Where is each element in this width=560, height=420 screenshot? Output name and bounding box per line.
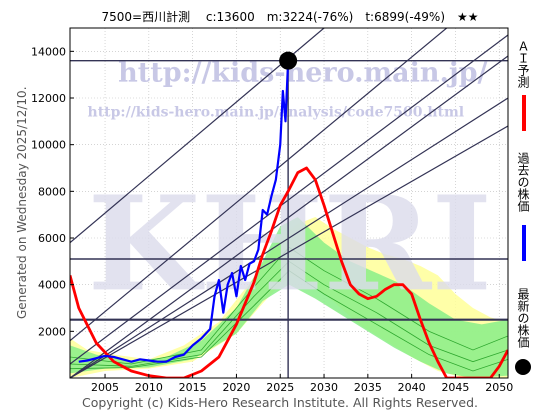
trend-line: [70, 34, 508, 365]
y-tick-label: 8000: [38, 185, 66, 198]
x-tick-label: 2005: [91, 381, 119, 394]
watermark-url-main: http://kids-hero.main.jp/: [118, 58, 487, 89]
y-tick-label: 12000: [31, 92, 66, 105]
legend-past-label: 過去の株価: [516, 152, 530, 212]
y-tick-label: 2000: [38, 325, 66, 338]
axes: 2000 4000 6000 8000 10000 12000 14000 2005 2010 2…: [31, 45, 513, 394]
legend-latest-label: 最新の株価: [516, 288, 530, 348]
forecast-band-green: [70, 217, 508, 378]
y-tick-label: 6000: [38, 232, 66, 245]
chart-title: 7500=西川計測 c:13600 m:3224(-76%) t:6899(-4…: [101, 10, 479, 24]
generated-date: Generated on Wednesday 2025/12/10.: [15, 86, 29, 319]
y-tick-label: 4000: [38, 279, 66, 292]
x-tick-label: 2030: [310, 381, 338, 394]
legend-ai-line: [522, 95, 526, 131]
watermark-url-analysis: http://kids-hero.main.jp/analysis/code75…: [88, 105, 465, 121]
copyright: Copyright (c) Kids-Hero Research Institu…: [81, 395, 479, 410]
trend-line: [70, 125, 508, 378]
x-tick-label: 2020: [222, 381, 250, 394]
ai-forecast-line: [70, 166, 508, 378]
x-tick-label: 2035: [354, 381, 382, 394]
plot-area: KHRI http://kids-hero.main.jp/http://kids…: [70, 28, 508, 378]
plot-frame: [69, 27, 509, 379]
latest-price-marker: [279, 51, 298, 70]
trend-line: [70, 28, 448, 342]
y-tick-label: 14000: [31, 45, 66, 58]
x-tick-label: 2045: [441, 381, 469, 394]
legend-past-line: [522, 225, 526, 261]
legend-latest-dot: [515, 359, 531, 375]
trend-line: [70, 97, 508, 378]
trend-line: [70, 55, 508, 378]
past-price-line: [78, 60, 290, 363]
x-tick-label: 2015: [179, 381, 207, 394]
x-tick-label: 2040: [398, 381, 426, 394]
legend-ai-label: ＡＩ予測: [516, 40, 530, 88]
y-tick-label: 10000: [31, 139, 66, 152]
x-tick-label: 2010: [135, 381, 163, 394]
x-tick-label: 2050: [485, 381, 513, 394]
watermark-big: KHRI: [88, 167, 493, 320]
x-tick-label: 2025: [266, 381, 294, 394]
